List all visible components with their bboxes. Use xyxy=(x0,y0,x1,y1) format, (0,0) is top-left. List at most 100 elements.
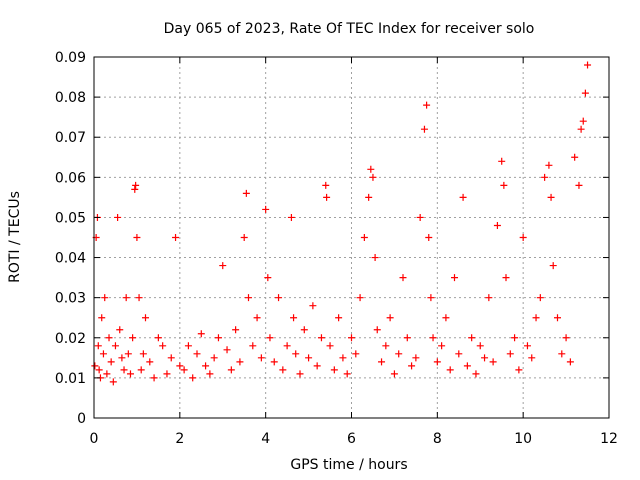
data-point xyxy=(429,334,437,342)
data-point xyxy=(142,314,149,322)
y-tick-label: 0.09 xyxy=(55,50,86,66)
data-point xyxy=(214,334,222,342)
data-point xyxy=(206,370,214,378)
data-point xyxy=(275,294,283,302)
data-point xyxy=(202,362,210,370)
data-point xyxy=(378,358,386,366)
data-point xyxy=(382,342,390,350)
data-point xyxy=(575,181,583,189)
data-point xyxy=(180,366,188,374)
data-point xyxy=(292,350,300,358)
data-point xyxy=(232,326,240,334)
data-point xyxy=(420,125,428,133)
data-point xyxy=(167,354,175,362)
data-point xyxy=(300,326,308,334)
data-point xyxy=(210,354,218,362)
data-point xyxy=(95,366,103,374)
data-point xyxy=(236,358,244,366)
data-point xyxy=(343,370,351,378)
data-point xyxy=(412,354,420,362)
y-tick-label: 0.04 xyxy=(55,251,86,267)
data-point xyxy=(584,61,592,69)
data-point xyxy=(129,334,137,342)
y-tick-label: 0.06 xyxy=(55,170,86,186)
data-point xyxy=(137,366,145,374)
data-point xyxy=(322,181,330,189)
x-tick-label: 12 xyxy=(600,431,618,447)
x-tick-label: 0 xyxy=(90,431,99,447)
data-point xyxy=(313,362,321,370)
data-point xyxy=(184,342,192,350)
data-point xyxy=(94,342,102,350)
data-point xyxy=(369,173,377,181)
data-point xyxy=(416,213,424,221)
data-point xyxy=(317,334,325,342)
y-tick-label: 0.03 xyxy=(55,291,86,307)
data-point xyxy=(122,294,130,302)
data-point xyxy=(579,117,587,125)
chart-title: Day 065 of 2023, Rate Of TEC Index for r… xyxy=(164,21,535,37)
data-point xyxy=(554,314,561,322)
data-point xyxy=(139,350,147,358)
data-point xyxy=(131,185,139,193)
data-point xyxy=(451,274,458,282)
x-axis-label: GPS time / hours xyxy=(290,457,407,473)
data-point xyxy=(423,101,431,109)
data-point xyxy=(481,354,489,362)
data-point xyxy=(408,362,416,370)
data-point xyxy=(154,334,162,342)
data-point xyxy=(506,350,514,358)
y-tick-label: 0.08 xyxy=(55,90,86,106)
data-point xyxy=(118,354,126,362)
data-point xyxy=(438,342,446,350)
x-axis: 0 2 4 6 8 10 12 xyxy=(90,57,618,447)
data-point xyxy=(126,370,134,378)
data-point xyxy=(296,370,304,378)
data-point xyxy=(545,161,553,169)
data-point xyxy=(323,193,331,201)
data-point xyxy=(98,314,106,322)
data-point xyxy=(425,234,433,241)
data-point xyxy=(352,350,360,358)
data-point xyxy=(536,294,544,302)
grid xyxy=(94,57,609,418)
data-point xyxy=(577,125,585,133)
data-point xyxy=(356,294,364,302)
data-point xyxy=(335,314,343,322)
data-point xyxy=(360,234,368,241)
x-tick-label: 2 xyxy=(175,431,184,447)
y-axis-label: ROTI / TECUs xyxy=(7,191,23,283)
data-point xyxy=(227,366,235,374)
x-tick-label: 4 xyxy=(261,431,270,447)
data-point xyxy=(386,314,394,322)
data-point xyxy=(223,346,231,354)
data-point xyxy=(493,221,501,229)
data-point xyxy=(395,350,403,358)
data-point xyxy=(371,254,379,262)
data-point xyxy=(442,314,450,322)
data-point xyxy=(242,189,250,197)
data-point xyxy=(399,274,407,282)
data-point xyxy=(305,354,313,362)
data-point xyxy=(459,193,467,201)
data-point xyxy=(348,334,355,342)
data-points xyxy=(91,61,592,386)
data-point xyxy=(463,362,471,370)
data-point xyxy=(566,358,574,366)
data-point xyxy=(373,326,381,334)
data-point xyxy=(253,314,261,322)
data-point xyxy=(279,366,287,374)
data-point xyxy=(189,374,197,382)
data-point xyxy=(111,342,119,350)
y-tick-label: 0.05 xyxy=(55,210,86,226)
data-point xyxy=(455,350,463,358)
data-point xyxy=(519,234,527,241)
data-point xyxy=(367,165,375,173)
data-point xyxy=(403,334,411,342)
data-point xyxy=(109,378,117,386)
data-point xyxy=(219,262,227,270)
data-point xyxy=(99,350,107,358)
x-tick-label: 8 xyxy=(433,431,442,447)
data-point xyxy=(257,354,265,362)
